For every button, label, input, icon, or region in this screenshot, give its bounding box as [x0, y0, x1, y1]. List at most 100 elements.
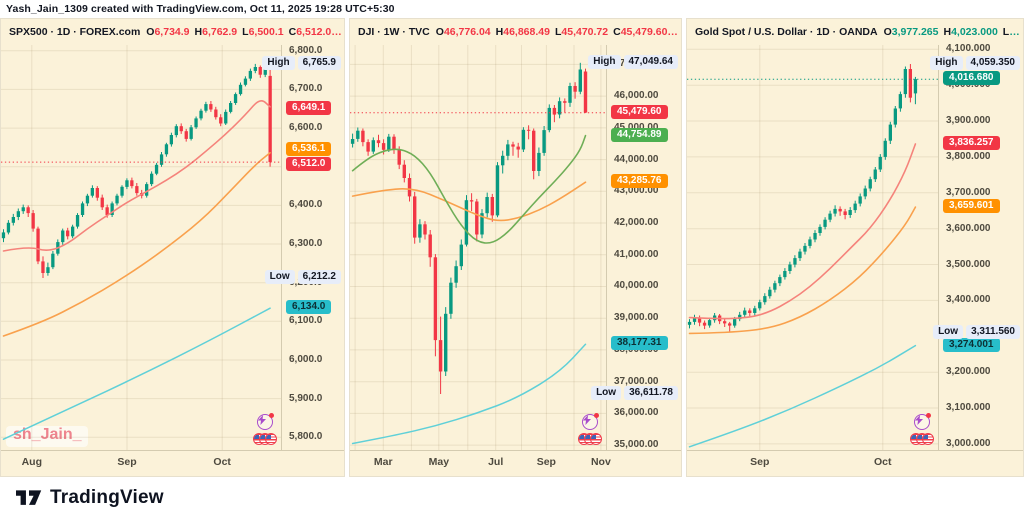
- flags-icon[interactable]: [578, 433, 602, 445]
- high-label: High 47,049.64: [588, 55, 678, 70]
- price-tick-label: 4,100.000: [946, 43, 991, 55]
- ohlc-pair: O46,776.04: [435, 26, 491, 38]
- price-tick-label: 37,000.00: [614, 375, 659, 387]
- boost-icon[interactable]: [914, 413, 931, 430]
- candles-group: [687, 64, 918, 332]
- symbol-title: Gold Spot / U.S. Dollar · 1D · OANDA: [695, 26, 878, 38]
- ma-slow: [351, 181, 587, 222]
- ma-fast: [2, 100, 271, 252]
- price-badge: 3,836.257: [943, 135, 1000, 150]
- chart-legend: SPX500 · 1D · FOREX.com O6,734.9 H6,762.9…: [1, 19, 344, 45]
- low-label: Low 3,311.560: [933, 324, 1020, 339]
- chart-legend: DJI · 1W · TVC O46,776.04 H46,868.49 L45,4…: [350, 19, 681, 45]
- ma-fast: [688, 143, 917, 320]
- ohlc-values: O46,776.04 H46,868.49 L45,470.72 C45,479.60…: [436, 26, 681, 38]
- price-tick-label: 6,700.0: [289, 83, 323, 95]
- ma-slow: [2, 152, 271, 337]
- price-badge: 3,274.001: [943, 337, 1000, 352]
- pane-icons: [910, 413, 934, 445]
- price-badge: 6,512.0: [286, 157, 332, 172]
- price-tick-label: 36,000.00: [614, 407, 659, 419]
- low-label: Low 36,611.78: [591, 386, 678, 401]
- price-tick-label: 39,000.00: [614, 312, 659, 324]
- price-tick-label: 5,800.0: [289, 431, 323, 443]
- boost-icon[interactable]: [257, 413, 274, 430]
- price-tick-label: 3,100.000: [946, 402, 991, 414]
- price-badge: 38,177.31: [611, 336, 668, 351]
- boost-icon[interactable]: [582, 413, 599, 430]
- price-tick-label: 3,700.000: [946, 186, 991, 198]
- chart-legend: Gold Spot / U.S. Dollar · 1D · OANDA O3,…: [687, 19, 1023, 45]
- ohlc-pair: H46,868.49: [495, 26, 550, 38]
- ohlc-pair: O6,734.9: [146, 26, 190, 38]
- time-axis-label: Oct: [213, 456, 231, 468]
- time-axis[interactable]: Aug Sep Oct: [1, 451, 344, 476]
- chart-panel-spx500: SPX500 · 1D · FOREX.com O6,734.9 H6,762.9…: [0, 18, 345, 477]
- time-axis[interactable]: Sep Oct: [687, 451, 1023, 476]
- price-tick-label: 43,000.00: [614, 185, 659, 197]
- brand-wordmark[interactable]: TradingView: [50, 486, 164, 508]
- grid-lines: [687, 45, 938, 450]
- multi-chart-layout: SPX500 · 1D · FOREX.com O6,734.9 H6,762.9…: [0, 18, 1024, 477]
- ohlc-pair: O3,977.265: [883, 26, 939, 38]
- ohlc-values: O6,734.9 H6,762.9 L6,500.1 C6,512.0…: [146, 26, 344, 38]
- time-axis-label: Sep: [117, 456, 137, 468]
- price-badge: 6,536.1: [286, 141, 332, 156]
- price-badge: 6,134.0: [286, 300, 332, 315]
- hl-tag: Low: [264, 270, 295, 285]
- price-tick-label: 3,800.000: [946, 150, 991, 162]
- time-axis[interactable]: Mar May Jul Sep Nov: [350, 451, 681, 476]
- hl-value: 3,311.560: [966, 324, 1020, 339]
- grid-lines: [1, 45, 281, 450]
- ohlc-values: O3,977.265 H4,023.000 L…: [884, 26, 1023, 38]
- time-axis-label: Jul: [488, 456, 504, 468]
- price-badge: 43,285.76: [611, 174, 668, 189]
- price-badge: 6,649.1: [286, 101, 332, 116]
- price-tick-label: 6,100.0: [289, 315, 323, 327]
- username-watermark: sh_Jain_: [6, 426, 89, 447]
- chart-pane[interactable]: [687, 45, 938, 450]
- footer-bar: TradingView: [0, 477, 1024, 518]
- candles-group: [350, 62, 588, 394]
- chart-pane[interactable]: sh_Jain_: [1, 45, 281, 450]
- ohlc-pair: L…: [1002, 26, 1020, 38]
- hl-tag: High: [588, 55, 621, 70]
- flag-icon: [922, 433, 934, 445]
- price-tick-label: 46,000.00: [614, 90, 659, 102]
- price-axis[interactable]: 6,800.06,700.06,600.06,500.06,400.06,300…: [262, 44, 344, 450]
- price-tick-label: 5,900.0: [289, 392, 323, 404]
- high-label: High 6,765.9: [262, 56, 341, 71]
- time-axis-label: Sep: [750, 456, 770, 468]
- hl-value: 36,611.78: [624, 386, 678, 401]
- symbol-title: DJI · 1W · TVC: [358, 26, 430, 38]
- flags-icon[interactable]: [910, 433, 934, 445]
- high-label: High 4,059.350: [930, 56, 1020, 71]
- chart-pane[interactable]: [350, 45, 606, 450]
- price-tick-label: 6,300.0: [289, 238, 323, 250]
- hl-tag: Low: [591, 386, 622, 401]
- symbol-title: SPX500 · 1D · FOREX.com: [9, 26, 141, 38]
- price-tick-label: 6,800.0: [289, 44, 323, 56]
- price-tick-label: 41,000.00: [614, 248, 659, 260]
- hl-value: 4,059.350: [965, 56, 1020, 71]
- price-tick-label: 6,000.0: [289, 353, 323, 365]
- tradingview-logo-icon[interactable]: [16, 489, 42, 506]
- price-tick-label: 35,000.00: [614, 439, 659, 451]
- price-tick-label: 6,600.0: [289, 122, 323, 134]
- price-badge: 4,016.680: [943, 71, 1000, 86]
- hl-tag: High: [930, 56, 963, 71]
- hl-value: 47,049.64: [623, 55, 678, 70]
- ma-fast: [351, 134, 587, 244]
- ma-slow: [688, 206, 917, 335]
- price-axis[interactable]: 4,100.0004,000.0003,900.0003,800.0003,70…: [930, 43, 1023, 450]
- ohlc-pair: H4,023.000: [943, 26, 998, 38]
- time-axis-label: Nov: [590, 456, 611, 468]
- price-axis[interactable]: 47,000.0046,000.0045,000.0044,000.0043,0…: [588, 45, 681, 451]
- flags-icon[interactable]: [253, 433, 277, 445]
- low-label: Low 6,212.2: [264, 270, 341, 285]
- price-tick-label: 3,200.000: [946, 366, 991, 378]
- ohlc-pair: H6,762.9: [194, 26, 238, 38]
- hl-value: 6,212.2: [297, 270, 341, 285]
- ma-200: [688, 344, 917, 448]
- time-axis-label: Oct: [874, 456, 892, 468]
